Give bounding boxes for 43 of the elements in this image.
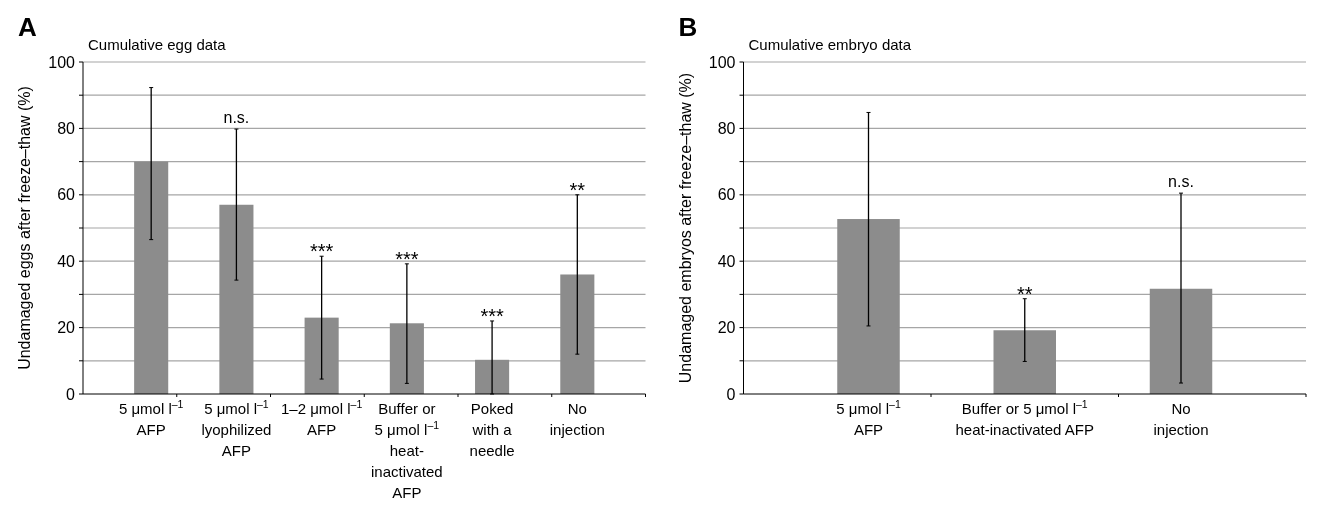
bar bbox=[389, 323, 424, 394]
annotation: *** bbox=[309, 240, 334, 263]
y-tick-label: 0 bbox=[66, 385, 76, 403]
text: B bbox=[678, 12, 698, 42]
y-tick-label: 60 bbox=[717, 186, 736, 204]
y-tick-label: 20 bbox=[57, 319, 76, 337]
annotation: *** bbox=[395, 247, 419, 270]
category-label: 1–2 μmol l$^{–1}$ AFP bbox=[281, 398, 363, 438]
y-axis-title: Undamaged eggs after freeze–thaw (%) bbox=[16, 86, 33, 370]
bar bbox=[1149, 288, 1213, 394]
chart-title: Cumulative embryo data bbox=[748, 36, 912, 53]
y-tick-label: 20 bbox=[717, 319, 736, 337]
x-tick-label: 5 μmol l$^{–1}$ lyophilized AFP bbox=[201, 398, 272, 459]
bar bbox=[304, 317, 339, 394]
bar bbox=[837, 219, 900, 394]
bar bbox=[993, 330, 1056, 394]
x-tick-label: Buffer or 5 μmol l$^{–1}$ heat-inactivated AFP bbox=[955, 398, 1094, 438]
annotation: ** bbox=[1016, 282, 1033, 305]
text: A bbox=[18, 12, 37, 42]
annotation: ** bbox=[569, 178, 586, 201]
y-tick-label: 40 bbox=[57, 252, 76, 270]
annotation: n.s. bbox=[1168, 173, 1194, 191]
bar bbox=[475, 359, 510, 394]
y-tick-label: 60 bbox=[57, 186, 76, 204]
x-tick-label: Poked with a needle bbox=[469, 400, 515, 459]
x-tick-label: 5 μmol l$^{–1}$ AFP bbox=[836, 398, 901, 438]
y-axis-title: Undamaged embryos after freeze–thaw (%) bbox=[676, 72, 694, 384]
y-tick-label: 80 bbox=[57, 120, 76, 137]
x-tick-label: Buffer or 5 μmol l$^{–1}$ heat- inactivated AFP bbox=[371, 400, 443, 501]
annotation: *** bbox=[480, 304, 504, 327]
chart-title: Cumulative egg data bbox=[88, 36, 227, 53]
x-tick-label: 5 μmol l$^{–1}$ AFP bbox=[118, 398, 184, 438]
y-tick-label: 100 bbox=[48, 53, 76, 71]
bar bbox=[560, 274, 595, 394]
y-tick-label: 80 bbox=[717, 120, 736, 137]
y-tick-label: 100 bbox=[708, 53, 736, 71]
annotation: n.s. bbox=[223, 109, 250, 127]
bar bbox=[219, 204, 254, 394]
x-tick-label: No injection bbox=[1153, 400, 1209, 438]
bar bbox=[134, 161, 169, 394]
y-tick-label: 0 bbox=[726, 385, 736, 403]
x-tick-label: No injection bbox=[549, 400, 605, 438]
y-tick-label: 40 bbox=[717, 252, 736, 270]
